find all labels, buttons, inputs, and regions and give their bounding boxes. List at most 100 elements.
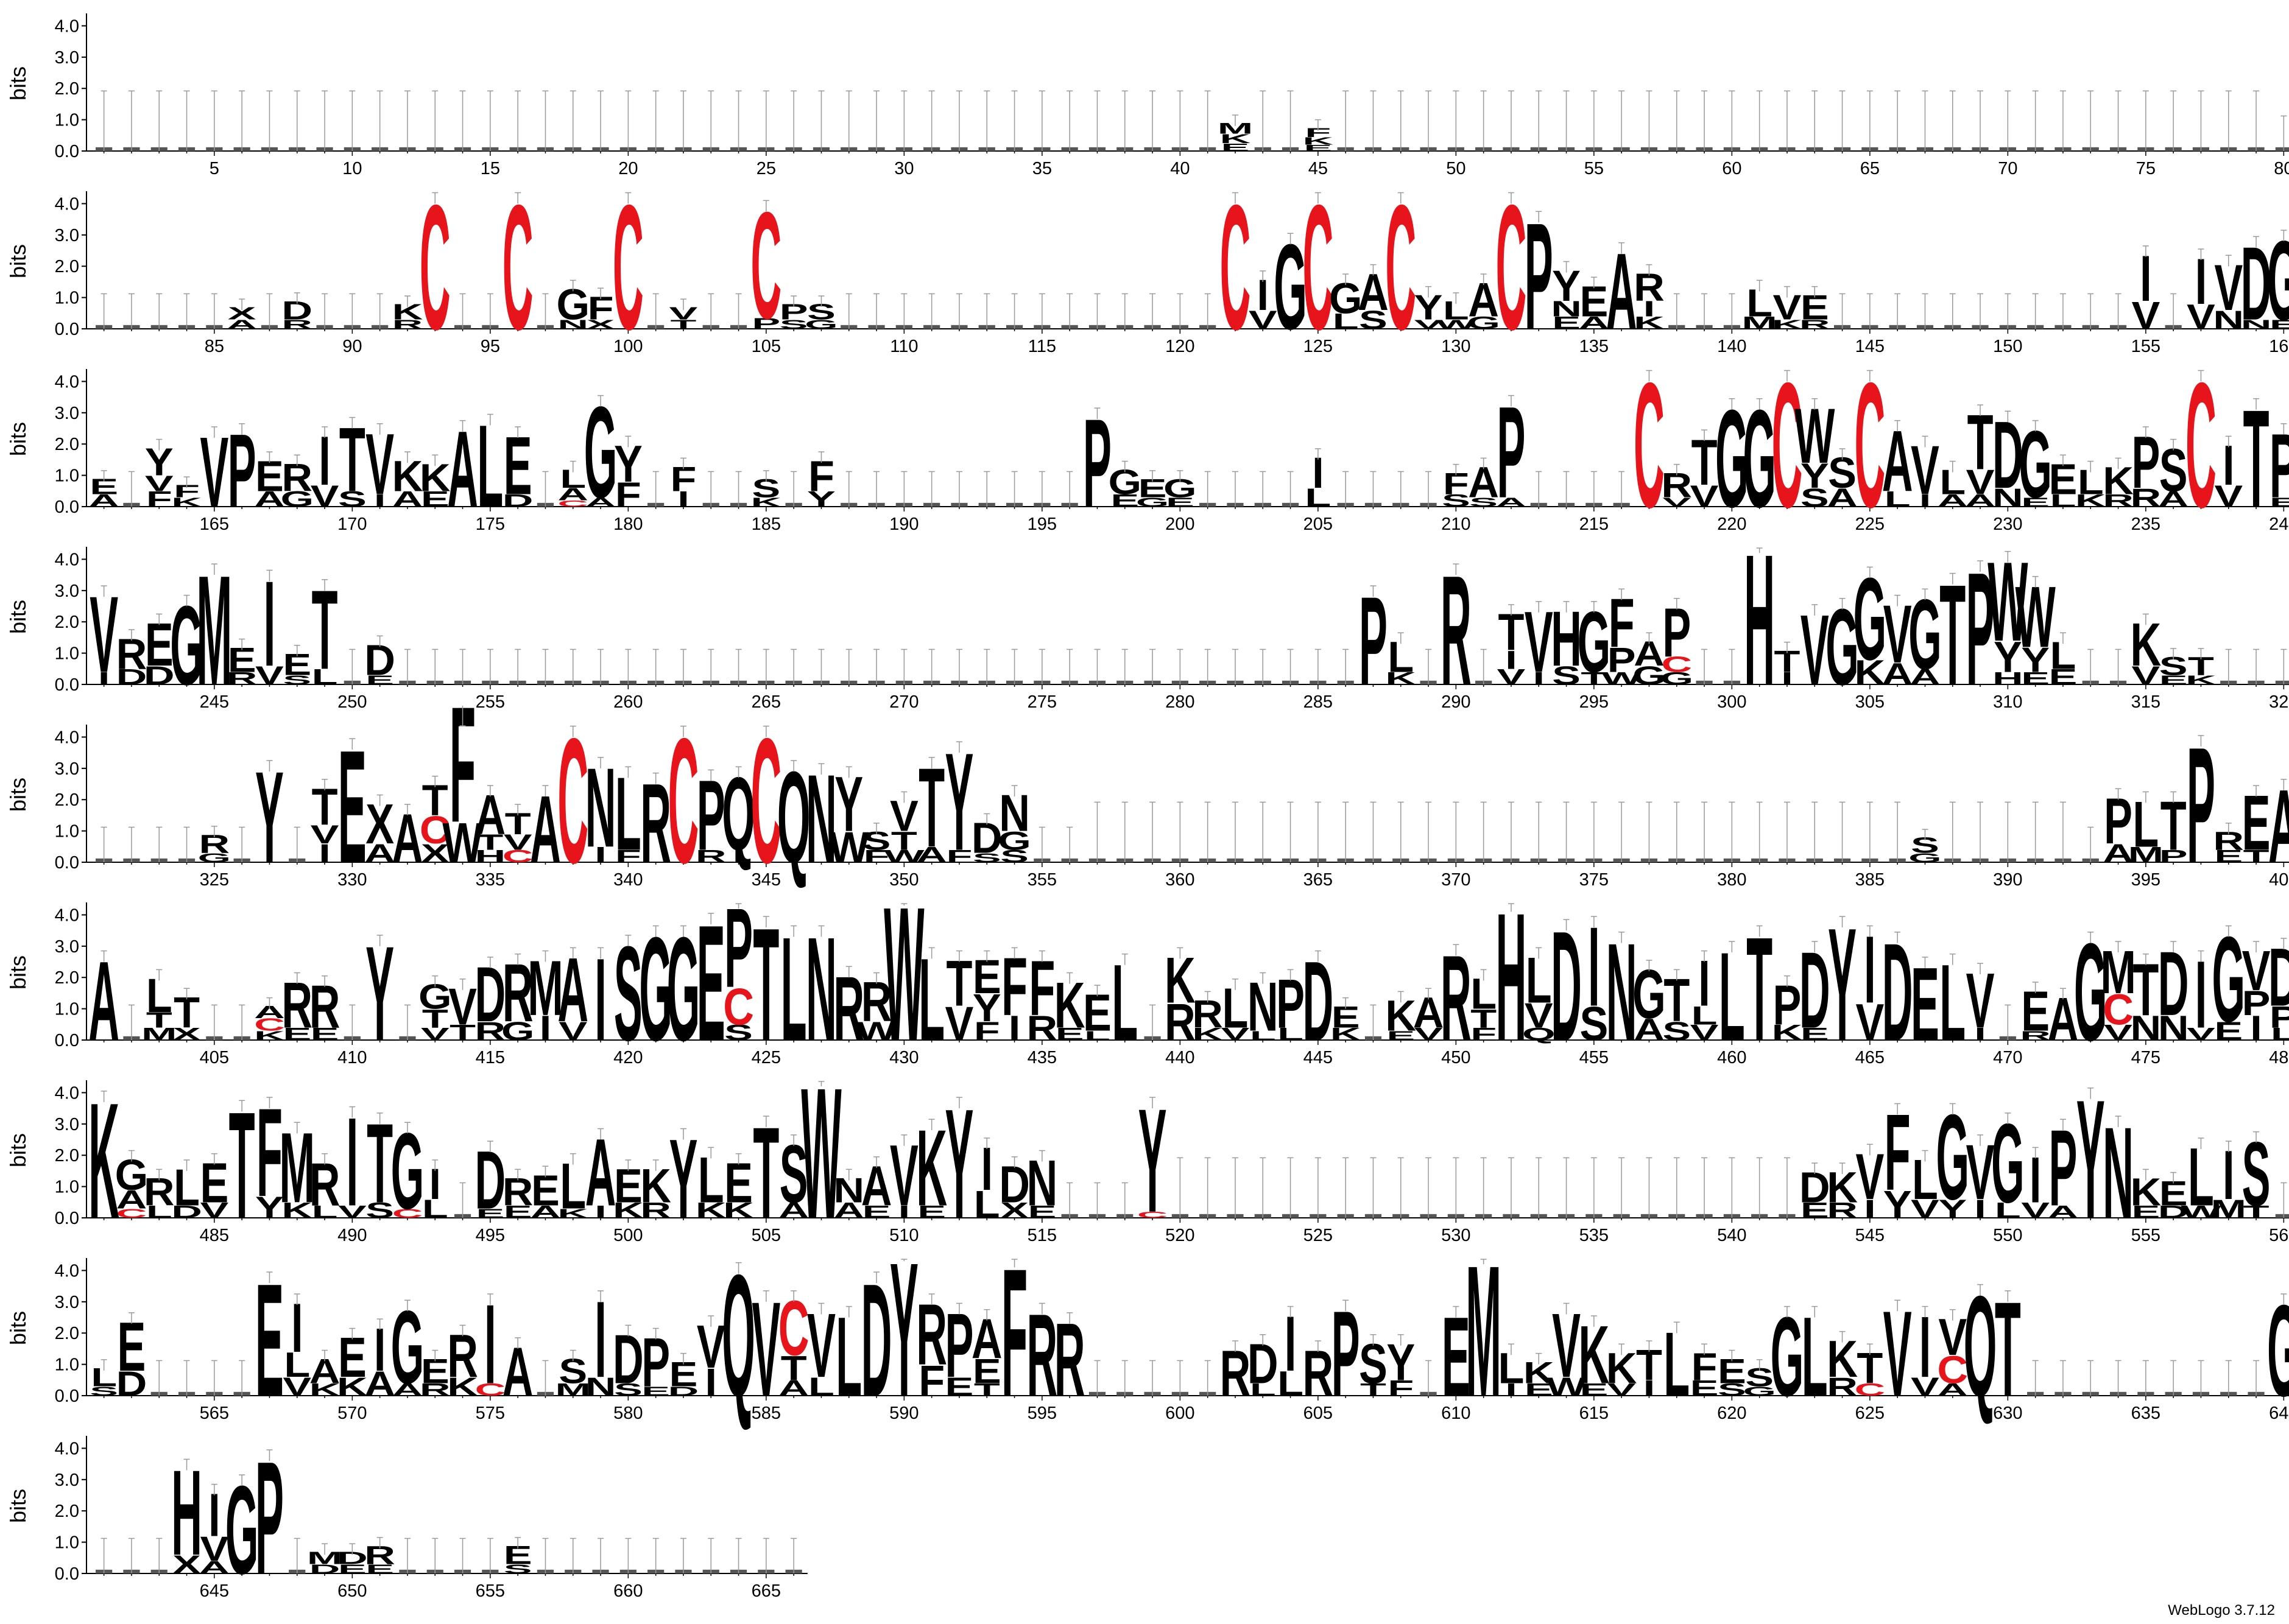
logo-letter: X — [172, 1025, 201, 1044]
logo-letter: I — [264, 555, 276, 692]
logo-letter: C — [392, 1206, 423, 1221]
x-tick-label: 445 — [1303, 1048, 1333, 1067]
logo-letter: E — [2021, 495, 2050, 510]
y-axis-label: bits — [5, 66, 30, 100]
logo-letter: A — [1882, 657, 1913, 691]
logo-letter: V — [1662, 495, 1691, 510]
logo-letter: I — [2250, 1008, 2262, 1047]
logo-letter: I — [594, 934, 607, 1065]
y-tick-label: 0.0 — [55, 320, 79, 339]
y-axis-label: bits — [5, 600, 30, 634]
logo-letter: P — [2270, 1000, 2289, 1034]
logo-letter: D — [171, 1203, 202, 1222]
x-tick-label: 520 — [1165, 1226, 1194, 1245]
logo-letter — [2275, 147, 2289, 151]
logo-letter: E — [1110, 491, 1139, 510]
x-tick-label: 140 — [1717, 337, 1746, 356]
logo-letter: E — [311, 1025, 339, 1044]
logo-letter: I — [1588, 903, 1600, 1030]
y-tick-label: 3.0 — [55, 1471, 79, 1490]
x-tick-label: 145 — [1855, 337, 1885, 356]
logo-letter: X — [421, 839, 450, 868]
x-tick-label: 300 — [1717, 692, 1746, 712]
logo-letter: W — [442, 812, 483, 875]
y-tick-label: 1.0 — [55, 1178, 79, 1197]
logo-letter: K — [1192, 1025, 1223, 1044]
logo-letter: K — [1220, 132, 1251, 146]
logo-letter: T — [1470, 1004, 1497, 1033]
logo-letter: V — [311, 820, 339, 849]
x-tick-label: 35 — [1032, 159, 1052, 178]
y-axis-label: bits — [5, 1311, 30, 1345]
x-tick-label: 240 — [2269, 515, 2289, 534]
x-tick-label: 505 — [752, 1226, 781, 1245]
y-axis-label: bits — [5, 955, 30, 990]
x-tick-label: 380 — [1717, 870, 1746, 890]
x-tick-label: 285 — [1303, 692, 1333, 712]
x-tick-label: 165 — [200, 515, 229, 534]
logo-letter: R — [1799, 317, 1830, 332]
x-tick-label: 455 — [1579, 1048, 1609, 1067]
logo-letter: Q — [1522, 1025, 1556, 1044]
logo-letter: V — [311, 479, 339, 513]
logo-letter: I — [1643, 297, 1655, 321]
logo-letter: S — [780, 317, 808, 332]
logo-letter: Y — [973, 986, 1001, 1030]
logo-letter: K — [2185, 673, 2217, 687]
x-tick-label: 5 — [210, 159, 219, 178]
logo-letter: P — [2270, 415, 2289, 517]
x-tick-label: 460 — [1717, 1048, 1746, 1067]
x-tick-label: 510 — [889, 1226, 919, 1245]
y-tick-label: 3.0 — [55, 582, 79, 601]
x-tick-label: 50 — [1446, 159, 1465, 178]
logo-letter: V — [338, 1203, 367, 1222]
logo-letter: Y — [890, 1223, 919, 1437]
x-tick-label: 230 — [1993, 515, 2022, 534]
logo-letter: Y — [807, 487, 836, 511]
logo-letter: F — [1305, 125, 1331, 139]
logo-letter: C — [1137, 1210, 1168, 1220]
logo-letter: X — [1000, 1198, 1029, 1223]
logo-letter: M — [141, 1025, 177, 1044]
logo-letter: M — [2211, 1195, 2246, 1224]
logo-letter: W — [856, 1017, 897, 1046]
logo-letter: I — [319, 839, 331, 868]
x-tick-label: 635 — [2131, 1404, 2160, 1423]
x-tick-label: 370 — [1441, 870, 1470, 890]
x-tick-label: 290 — [1441, 692, 1470, 712]
x-tick-label: 65 — [1860, 159, 1880, 178]
logo-letter: V — [1911, 1195, 1939, 1224]
logo-letter: L — [974, 1183, 1000, 1227]
logo-letter: A — [2268, 767, 2289, 884]
logo-letter: V — [145, 471, 174, 496]
logo-letter: G — [2267, 1278, 2289, 1423]
logo-letter: L — [1691, 1001, 1718, 1030]
x-tick-label: 110 — [890, 337, 918, 356]
logo-letter: I — [1781, 669, 1793, 688]
logo-letter: V — [559, 1017, 587, 1046]
logo-letter: N — [557, 317, 588, 332]
x-tick-label: 15 — [481, 159, 500, 178]
logo-letter: S — [1579, 997, 1608, 1050]
logo-letter: A — [2103, 839, 2134, 868]
logo-letter: K — [171, 495, 202, 510]
logo-letter: V — [200, 1198, 228, 1223]
x-tick-label: 55 — [1584, 159, 1604, 178]
logo-letter: I — [594, 843, 606, 867]
y-tick-label: 1.0 — [55, 1355, 79, 1375]
y-tick-label: 1.0 — [55, 111, 79, 130]
logo-letter: H — [1992, 669, 2023, 688]
logo-letter: G — [1908, 851, 1942, 865]
y-axis-label: bits — [5, 778, 30, 812]
logo-letter: K — [751, 495, 782, 510]
logo-letter: V — [2104, 1021, 2132, 1045]
logo-letter: V — [1966, 463, 1995, 502]
logo-letter: E — [1801, 1025, 1829, 1044]
logo-letter: I — [429, 1161, 441, 1209]
x-tick-label: 95 — [481, 337, 500, 356]
logo-letter: S — [283, 673, 311, 687]
logo-letter: I — [981, 1136, 993, 1203]
y-tick-label: 0.0 — [55, 1387, 79, 1406]
logo-letter: K — [696, 1198, 727, 1223]
